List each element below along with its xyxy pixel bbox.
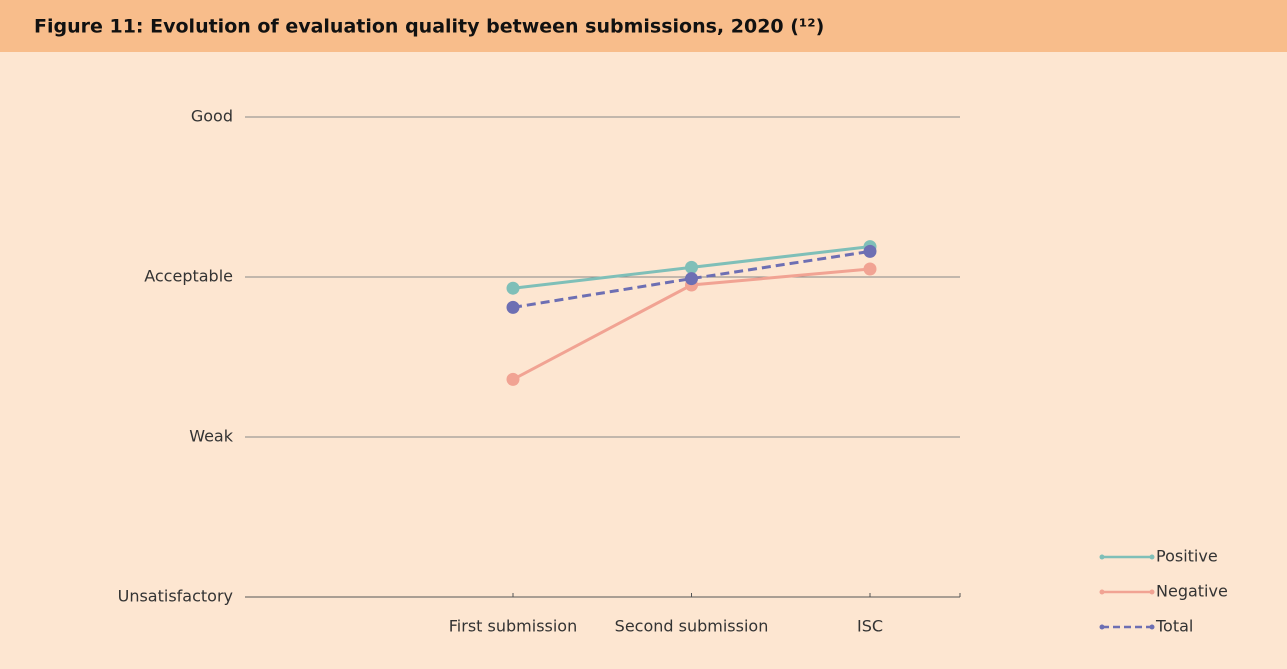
y-tick-label: Unsatisfactory (118, 587, 233, 606)
y-tick-label: Good (191, 107, 233, 126)
x-tick-label: First submission (449, 617, 577, 636)
point (685, 272, 698, 286)
header-band (0, 0, 1287, 52)
point (863, 262, 877, 276)
legend-label: Total (1155, 617, 1193, 636)
legend-label: Positive (1156, 547, 1218, 566)
x-tick-label: ISC (857, 617, 883, 636)
legend-dot (1099, 589, 1105, 595)
series-line (512, 249, 871, 309)
legend-dot (1099, 554, 1105, 560)
point (506, 281, 520, 295)
point (685, 260, 698, 274)
legend-dot (1099, 624, 1105, 630)
legend-dot (1149, 589, 1155, 595)
x-tick-label: Second submission (615, 617, 769, 636)
legend-dot (1149, 624, 1155, 630)
legend-label: Negative (1156, 582, 1228, 601)
legend-dot (1149, 554, 1155, 560)
chart-title: Figure 11: Evolution of evaluation quali… (34, 16, 824, 38)
y-tick-label: Acceptable (144, 267, 233, 286)
y-tick-label: Weak (189, 427, 234, 446)
point (506, 372, 520, 386)
point (506, 300, 520, 314)
point (863, 244, 877, 258)
